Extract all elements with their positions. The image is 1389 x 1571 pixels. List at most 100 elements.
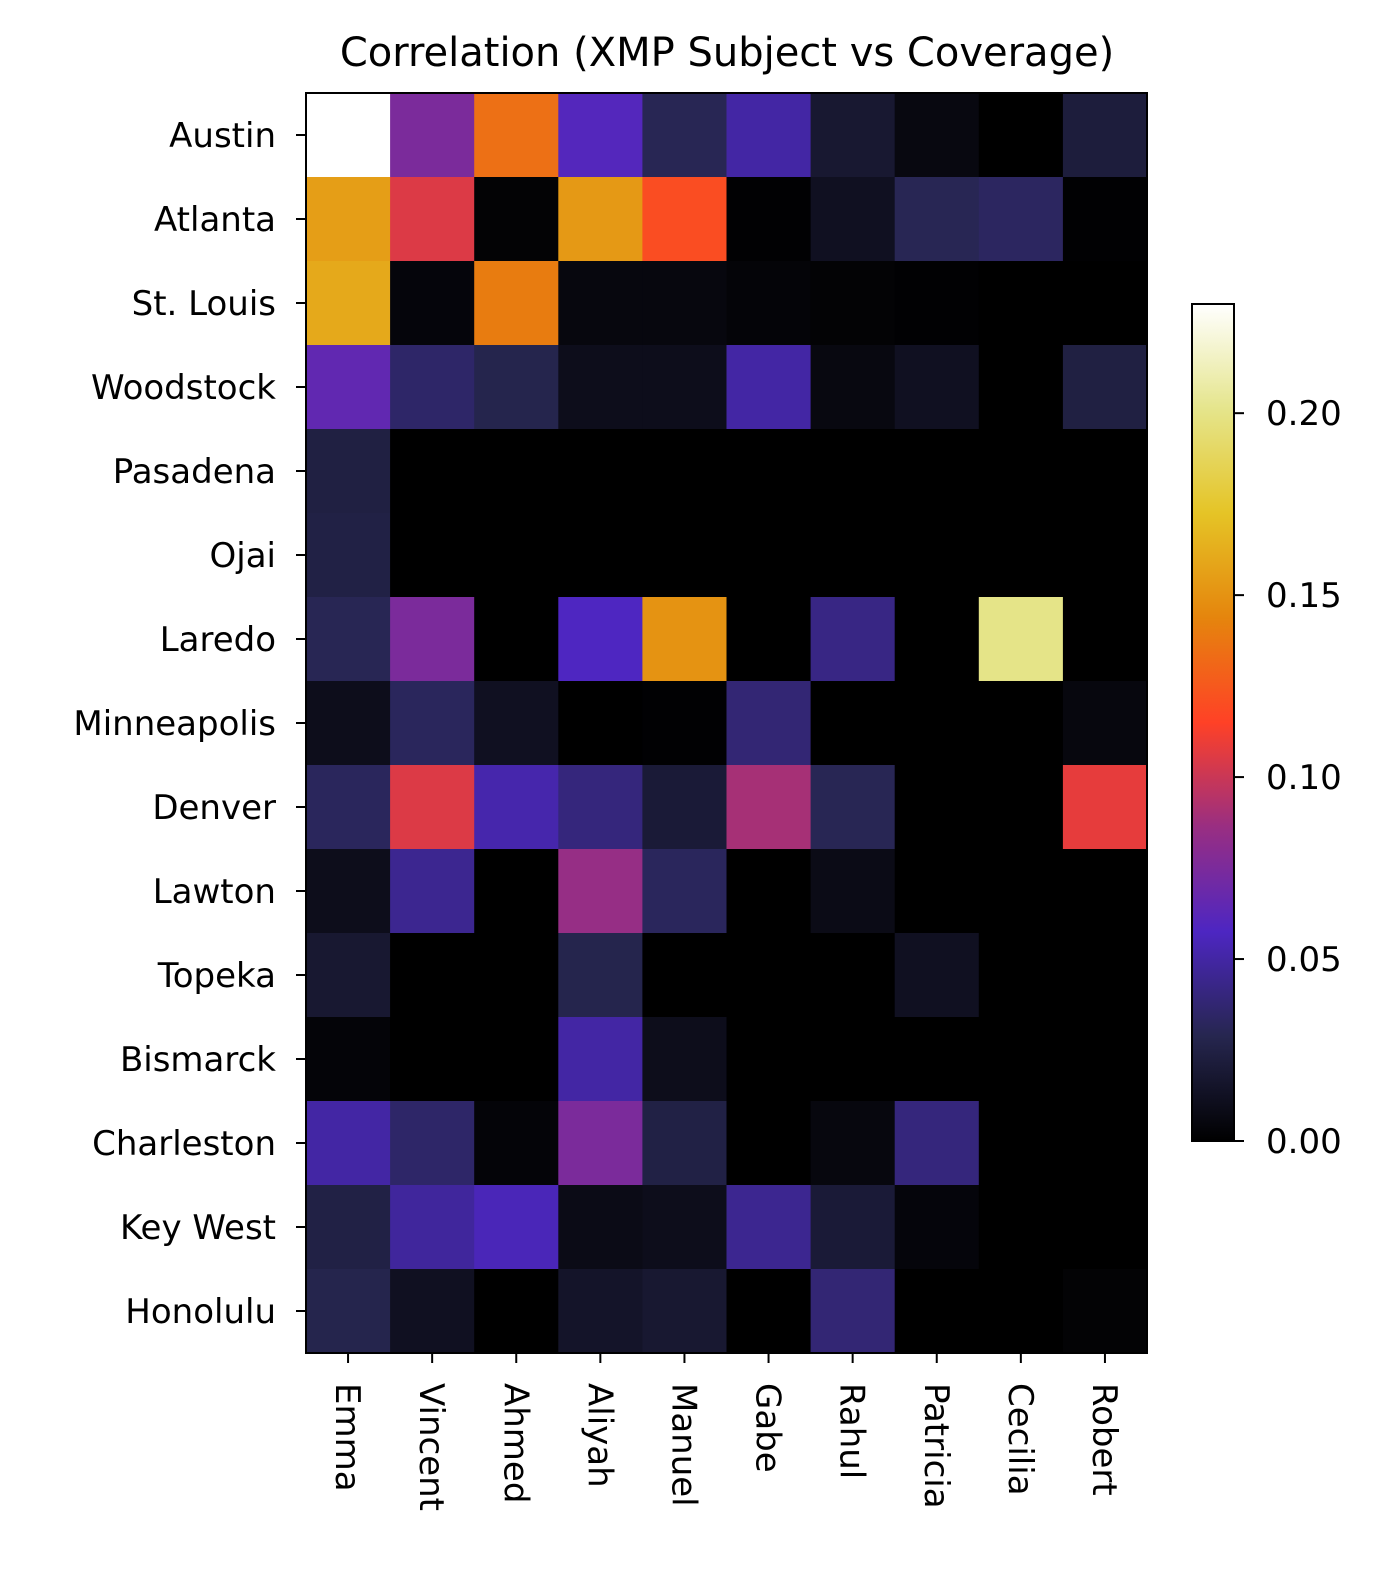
heatmap-cell xyxy=(978,345,1064,430)
heatmap-cell xyxy=(894,93,980,178)
chart-title: Correlation (XMP Subject vs Coverage) xyxy=(340,30,1114,76)
heatmap-cell xyxy=(474,513,559,598)
heatmap-cell xyxy=(978,1269,1064,1354)
heatmap-cell xyxy=(390,1269,475,1354)
heatmap-cell xyxy=(558,933,643,1018)
heatmap-cell xyxy=(1062,513,1148,598)
heatmap-cell xyxy=(390,765,475,850)
heatmap-cell xyxy=(894,345,980,430)
heatmap-cell xyxy=(642,1017,728,1102)
heatmap-cell xyxy=(978,765,1064,850)
heatmap-cell xyxy=(558,849,643,934)
heatmap-cell xyxy=(894,933,980,1018)
heatmap-cell xyxy=(810,597,896,682)
heatmap-cell xyxy=(306,681,391,766)
heatmap-cell xyxy=(474,765,559,850)
x-tick-label: Robert xyxy=(1084,1383,1124,1496)
heatmap-cell xyxy=(390,261,475,346)
heatmap-cell xyxy=(894,177,980,262)
y-tick-label: Ojai xyxy=(210,536,277,576)
heatmap-cell xyxy=(306,513,391,598)
heatmap-cell xyxy=(474,597,559,682)
heatmap-cell xyxy=(390,345,475,430)
heatmap-cell xyxy=(810,177,896,262)
heatmap-cell xyxy=(474,345,559,430)
heatmap-cell xyxy=(894,1101,980,1186)
heatmap-cell xyxy=(810,1269,896,1354)
heatmap-cell xyxy=(726,345,812,430)
heatmap-cell xyxy=(390,177,475,262)
heatmap-cell xyxy=(558,1185,643,1270)
heatmap-cell xyxy=(1062,765,1148,850)
heatmap-cell xyxy=(306,933,391,1018)
heatmap-cell xyxy=(558,93,643,178)
heatmap-cell xyxy=(558,429,643,514)
heatmap-cell xyxy=(558,345,643,430)
heatmap-cell xyxy=(474,849,559,934)
heatmap-cell xyxy=(558,681,643,766)
colorbar-tick-label: 0.10 xyxy=(1266,758,1342,798)
heatmap-cell xyxy=(306,1101,391,1186)
y-tick-label: Austin xyxy=(169,116,276,156)
heatmap-cell xyxy=(306,429,391,514)
heatmap-cell xyxy=(390,93,475,178)
heatmap-cell xyxy=(558,1101,643,1186)
heatmap-cell xyxy=(726,765,812,850)
heatmap-cell xyxy=(642,177,728,262)
heatmap-cell xyxy=(390,1185,475,1270)
x-tick-label: Gabe xyxy=(748,1383,788,1473)
heatmap-cell xyxy=(474,177,559,262)
heatmap-cell xyxy=(390,849,475,934)
heatmap-cell xyxy=(1062,93,1148,178)
heatmap-cell xyxy=(390,933,475,1018)
heatmap-cell xyxy=(978,429,1064,514)
heatmap-cell xyxy=(810,261,896,346)
heatmap-cell xyxy=(978,1017,1064,1102)
heatmap-cell xyxy=(978,1185,1064,1270)
heatmap-cell xyxy=(642,93,728,178)
heatmap-cell xyxy=(642,1269,728,1354)
colorbar-tick-label: 0.15 xyxy=(1266,576,1342,616)
heatmap-cell xyxy=(810,849,896,934)
heatmap-cell xyxy=(978,933,1064,1018)
heatmap-cell xyxy=(1062,1185,1148,1270)
heatmap-cell xyxy=(1062,933,1148,1018)
heatmap-cell xyxy=(558,1269,643,1354)
heatmap-cell xyxy=(1062,261,1148,346)
heatmap-cell xyxy=(306,93,391,178)
heatmap-cell xyxy=(642,933,728,1018)
heatmap-cell xyxy=(474,93,559,178)
x-tick-label: Manuel xyxy=(663,1383,703,1507)
heatmap-cell xyxy=(558,177,643,262)
heatmap-cell xyxy=(726,513,812,598)
heatmap-cell xyxy=(642,513,728,598)
heatmap-cell xyxy=(978,597,1064,682)
heatmap-cell xyxy=(306,597,391,682)
heatmap-cell xyxy=(306,1185,391,1270)
y-tick-label: Atlanta xyxy=(154,200,276,240)
heatmap-cell xyxy=(978,681,1064,766)
heatmap-cell xyxy=(306,1269,391,1354)
heatmap-cell xyxy=(642,849,728,934)
colorbar-ticks: 0.00 0.05 0.10 0.15 0.20 xyxy=(1234,394,1342,1162)
heatmap-cell xyxy=(306,765,391,850)
y-tick-label: Woodstock xyxy=(91,368,276,408)
heatmap-cell xyxy=(642,261,728,346)
heatmap-cell xyxy=(894,681,980,766)
heatmap-cell xyxy=(642,765,728,850)
heatmap-cell xyxy=(894,765,980,850)
heatmap-cell xyxy=(642,597,728,682)
heatmap-cell xyxy=(810,1101,896,1186)
heatmap-cell xyxy=(894,597,980,682)
heatmap-cell xyxy=(810,513,896,598)
heatmap-cell xyxy=(1062,1101,1148,1186)
heatmap-cell xyxy=(642,1185,728,1270)
heatmap-cell xyxy=(1062,345,1148,430)
heatmap-cell xyxy=(306,177,391,262)
heatmap-cell xyxy=(726,1269,812,1354)
heatmap-cell xyxy=(474,429,559,514)
heatmap-cell xyxy=(474,933,559,1018)
heatmap-cell xyxy=(306,849,391,934)
heatmap-cell xyxy=(894,1017,980,1102)
